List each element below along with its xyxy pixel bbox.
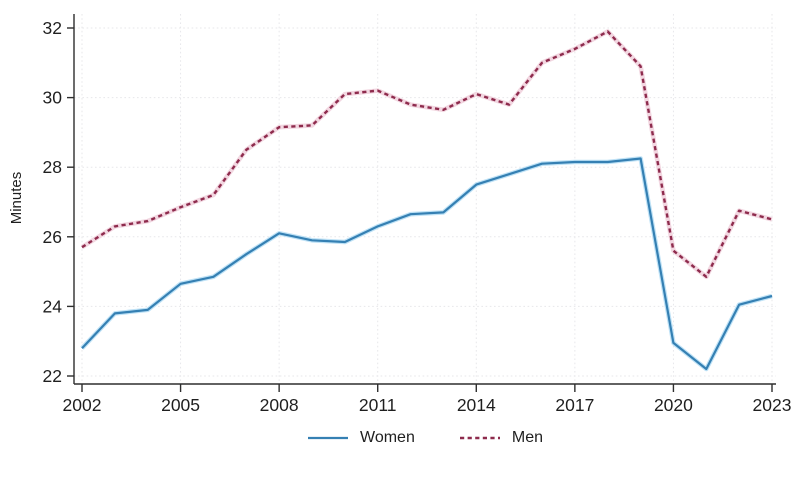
legend-label-women: Women (360, 429, 415, 446)
y-tick-label: 24 (43, 296, 63, 316)
series-line-women (81, 157, 773, 371)
x-tick-label: 2017 (555, 395, 594, 415)
y-tick-label: 28 (43, 157, 62, 177)
legend-item-women: Women (307, 429, 415, 446)
x-tick-label: 2014 (457, 395, 496, 415)
series-halo-women (80, 156, 773, 372)
x-tick-label: 2005 (161, 395, 200, 415)
series-line-men (81, 30, 773, 278)
y-tick-label: 26 (43, 227, 62, 247)
x-tick-label: 2002 (63, 395, 102, 415)
x-tick-label: 2023 (753, 395, 792, 415)
legend-item-men: Men (459, 429, 543, 446)
x-tick-label: 2008 (260, 395, 299, 415)
y-tick-label: 32 (43, 18, 62, 38)
legend-label-men: Men (511, 429, 543, 446)
women-line-sample-icon (308, 436, 349, 439)
y-axis-title: Minutes (8, 172, 25, 225)
men-line-sample-icon (459, 436, 500, 439)
x-tick-label: 2020 (654, 395, 693, 415)
x-tick-label: 2011 (359, 395, 397, 415)
y-tick-label: 30 (43, 88, 63, 108)
series-halo-men (80, 29, 773, 280)
y-tick-label: 22 (43, 366, 62, 386)
chart-legend: Women Men (74, 429, 776, 446)
